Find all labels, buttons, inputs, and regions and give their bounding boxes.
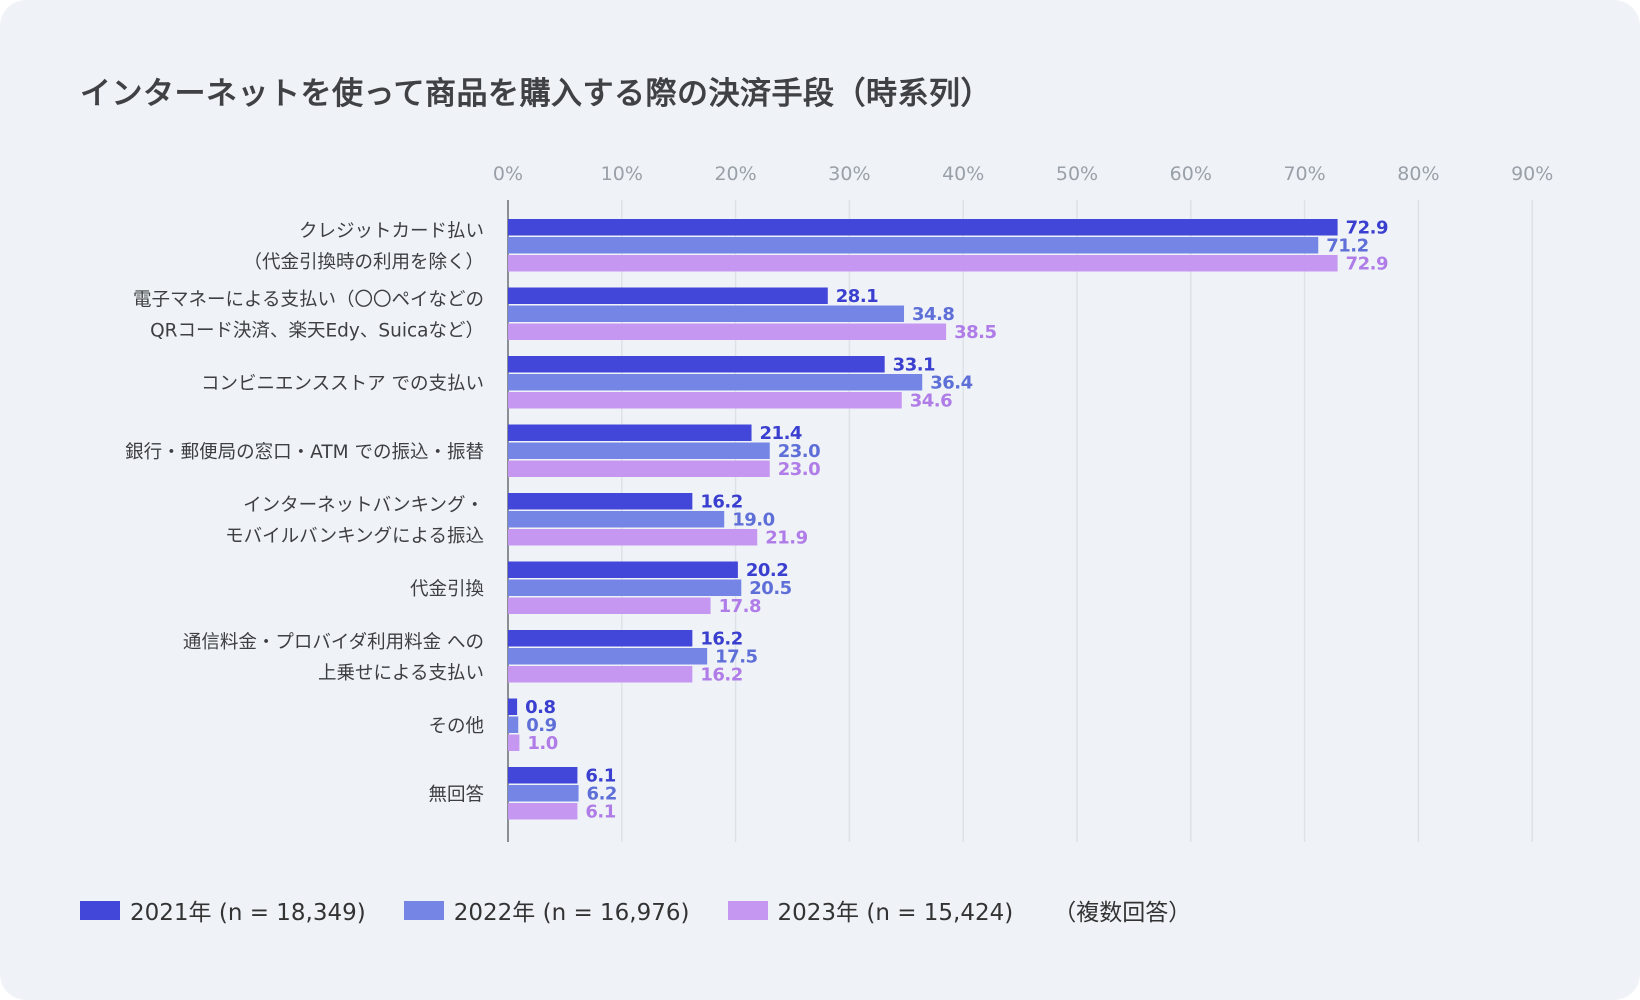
bar	[508, 424, 752, 441]
legend-note: （複数回答）	[1053, 900, 1192, 926]
data-label: 19.0	[732, 510, 774, 531]
category-label: その他	[428, 716, 484, 737]
data-label: 16.2	[700, 629, 742, 650]
data-label: 34.6	[910, 391, 952, 412]
x-tick-label: 80%	[1397, 163, 1439, 185]
data-label: 23.0	[778, 459, 820, 480]
data-label: 34.8	[912, 304, 954, 325]
bar	[508, 630, 693, 647]
data-label: 20.5	[749, 578, 791, 599]
x-tick-label: 0%	[493, 163, 523, 185]
data-label: 28.1	[836, 286, 878, 307]
data-label: 0.8	[525, 697, 555, 718]
bar	[508, 237, 1319, 254]
x-tick-label: 50%	[1056, 163, 1098, 185]
x-tick-label: 20%	[714, 163, 756, 185]
legend-item-2023: 2023年 (n = 15,424)	[727, 893, 1014, 927]
category-label: QRコード決済、楽天Edy、Suicaなど）	[150, 320, 484, 341]
category-label: 銀行・郵便局の窓口・ATM での振込・振替	[125, 442, 484, 463]
data-label: 23.0	[778, 441, 820, 462]
x-tick-label: 10%	[601, 163, 643, 185]
bar	[508, 803, 578, 820]
data-label: 72.9	[1346, 218, 1388, 239]
bar	[508, 323, 947, 340]
chart-title: インターネットを使って商品を購入する際の決済手段（時系列）	[80, 76, 992, 112]
bar	[508, 305, 905, 322]
data-label: 17.8	[719, 596, 761, 617]
x-tick-label: 70%	[1283, 163, 1325, 185]
x-tick-label: 40%	[942, 163, 984, 185]
legend-label-2021: 2021年 (n = 18,349)	[130, 900, 366, 926]
x-tick-label: 90%	[1511, 163, 1553, 185]
bar	[508, 255, 1338, 272]
data-label: 71.2	[1326, 236, 1368, 257]
data-label: 36.4	[930, 373, 972, 394]
category-label: クレジットカード払い	[299, 221, 484, 242]
legend: 2021年 (n = 18,349) 2022年 (n = 16,976) 20…	[80, 893, 1191, 927]
x-tick-label: 60%	[1170, 163, 1212, 185]
category-label: 上乗せによる支払い	[318, 663, 484, 684]
category-label: 通信料金・プロバイダ利用料金 への	[183, 632, 484, 653]
data-label: 6.1	[585, 802, 615, 823]
bar	[508, 219, 1338, 236]
data-label: 72.9	[1346, 254, 1388, 275]
data-label: 33.1	[893, 355, 935, 376]
data-label: 20.2	[746, 560, 788, 581]
data-label: 21.9	[765, 528, 807, 549]
data-label: 1.0	[527, 733, 557, 754]
category-label: （代金引換時の利用を除く）	[243, 252, 484, 273]
data-label: 6.2	[587, 784, 617, 805]
bar	[508, 597, 711, 614]
bar	[508, 561, 738, 578]
legend-swatch-2022	[403, 900, 444, 920]
bar	[508, 716, 519, 733]
data-label: 21.4	[760, 423, 802, 444]
bar	[508, 460, 770, 477]
bar	[508, 734, 520, 751]
category-label: 無回答	[428, 784, 484, 805]
category-label: 代金引換	[410, 579, 484, 600]
legend-item-2022: 2022年 (n = 16,976)	[403, 893, 690, 927]
category-label: モバイルバンキングによる振込	[225, 526, 484, 547]
bar	[508, 666, 693, 683]
data-label: 0.9	[526, 715, 556, 736]
bar	[508, 767, 578, 784]
legend-item-2021: 2021年 (n = 18,349)	[80, 893, 366, 927]
bar	[508, 529, 758, 546]
bar	[508, 493, 693, 510]
bar	[508, 648, 708, 665]
x-tick-label: 30%	[828, 163, 870, 185]
legend-label-2022: 2022年 (n = 16,976)	[453, 900, 690, 926]
category-label: コンビニエンスストア での支払い	[201, 373, 484, 394]
legend-swatch-2021	[80, 900, 120, 920]
data-label: 38.5	[954, 322, 996, 343]
data-label: 16.2	[700, 665, 742, 686]
data-label: 6.1	[585, 766, 615, 787]
category-label: 電子マネーによる支払い（〇〇ペイなどの	[133, 289, 484, 310]
bar	[508, 698, 518, 715]
bar	[508, 511, 725, 528]
category-label: インターネットバンキング・	[243, 495, 484, 516]
bar	[508, 442, 770, 459]
data-label: 16.2	[700, 492, 742, 513]
bar	[508, 392, 902, 409]
bar	[508, 374, 923, 391]
bar	[508, 785, 579, 802]
legend-label-2023: 2023年 (n = 15,424)	[777, 900, 1014, 926]
legend-swatch-2023	[727, 900, 768, 920]
bar	[508, 579, 742, 596]
bar	[508, 287, 828, 304]
data-label: 17.5	[715, 647, 757, 668]
bar	[508, 356, 885, 373]
